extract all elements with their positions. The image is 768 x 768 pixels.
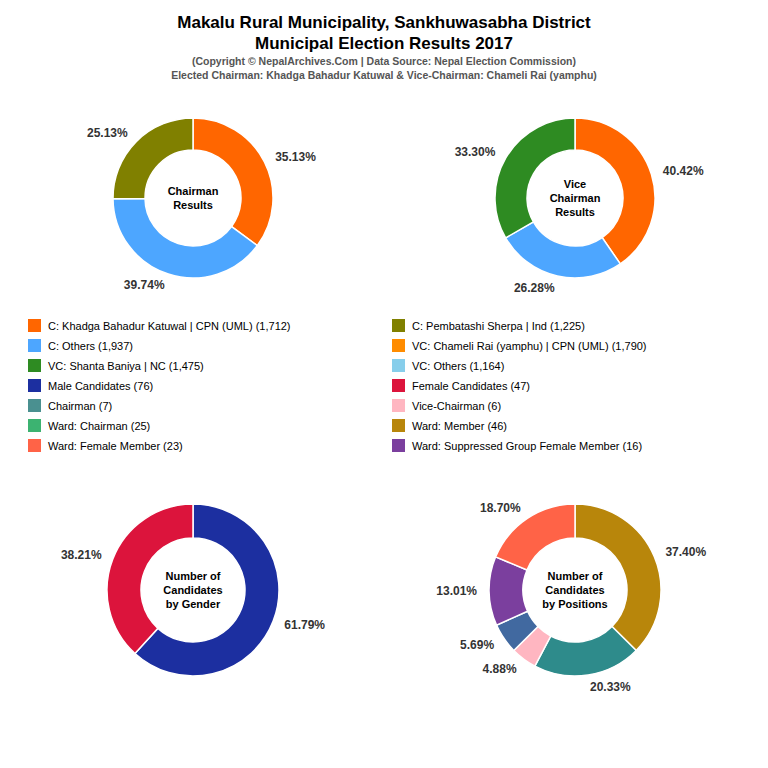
svg-text:35.13%: 35.13%: [275, 150, 316, 164]
html-text:C: Others (1,937): C: Others (1,937): [48, 339, 133, 352]
html-text:Ward: Chairman (25): Ward: Chairman (25): [48, 419, 151, 432]
svg-text:37.40%: 37.40%: [665, 545, 706, 559]
html-text:Elected Chairman: Khadga Bahad: Elected Chairman: Khadga Bahadur Katuwal…: [171, 69, 597, 81]
html-text:Chairman: Chairman: [549, 192, 601, 204]
html-text:Number of: Number of: [547, 570, 603, 582]
svg-text:25.13%: 25.13%: [87, 126, 128, 140]
html-text:Chairman (7): Chairman (7): [48, 399, 113, 412]
svg-text:26.28%: 26.28%: [514, 281, 555, 295]
html-text:by Gender: by Gender: [165, 598, 221, 610]
html-text:Female Candidates (47): Female Candidates (47): [412, 379, 530, 392]
svg-text:61.79%: 61.79%: [284, 618, 325, 632]
html-text:VC: Shanta Baniya | NC (1,475): VC: Shanta Baniya | NC (1,475): [48, 359, 204, 372]
html-text:Vice-Chairman (6): Vice-Chairman (6): [412, 399, 502, 412]
html-text:C: Pembatashi Sherpa | Ind (1,: C: Pembatashi Sherpa | Ind (1,225): [412, 319, 585, 332]
html-text:Makalu Rural Municipality, San: Makalu Rural Municipality, Sankhuwasabha…: [177, 13, 591, 32]
html-text:by Positions: by Positions: [542, 598, 608, 610]
html-text:VC: Others (1,164): VC: Others (1,164): [412, 359, 505, 372]
html-text:Number of: Number of: [165, 570, 221, 582]
svg-text:40.42%: 40.42%: [663, 164, 704, 178]
html-text:Candidates: Candidates: [545, 584, 605, 596]
html-text:Candidates: Candidates: [163, 584, 223, 596]
svg-text:18.70%: 18.70%: [480, 501, 521, 515]
html-text:Vice: Vice: [563, 178, 587, 190]
html-text:Results: Results: [555, 206, 595, 218]
svg-text:20.33%: 20.33%: [590, 680, 631, 694]
html-text:VC: Chameli Rai (yamphu) | CPN: VC: Chameli Rai (yamphu) | CPN (UML) (1,…: [412, 339, 647, 352]
html-text:Ward: Suppressed Group Female: Ward: Suppressed Group Female Member (16…: [412, 439, 643, 452]
html-text:Results: Results: [173, 199, 213, 211]
html-text:Ward: Female Member (23): Ward: Female Member (23): [48, 439, 183, 452]
html-text:Ward: Member (46): Ward: Member (46): [412, 419, 507, 432]
svg-text:13.01%: 13.01%: [436, 584, 477, 598]
html-text:Male Candidates (76): Male Candidates (76): [48, 379, 154, 392]
html-text:(Copyright © NepalArchives.Com: (Copyright © NepalArchives.Com | Data So…: [192, 55, 576, 67]
html-text:Chairman: Chairman: [167, 185, 219, 197]
svg-text:5.69%: 5.69%: [460, 638, 494, 652]
svg-text:33.30%: 33.30%: [455, 145, 496, 159]
svg-text:39.74%: 39.74%: [124, 278, 165, 292]
svg-text:38.21%: 38.21%: [61, 548, 102, 562]
html-text:C: Khadga Bahadur Katuwal | CP: C: Khadga Bahadur Katuwal | CPN (UML) (1…: [48, 319, 291, 332]
svg-text:4.88%: 4.88%: [483, 662, 517, 676]
html-text:Municipal Election Results 201: Municipal Election Results 2017: [255, 34, 513, 53]
